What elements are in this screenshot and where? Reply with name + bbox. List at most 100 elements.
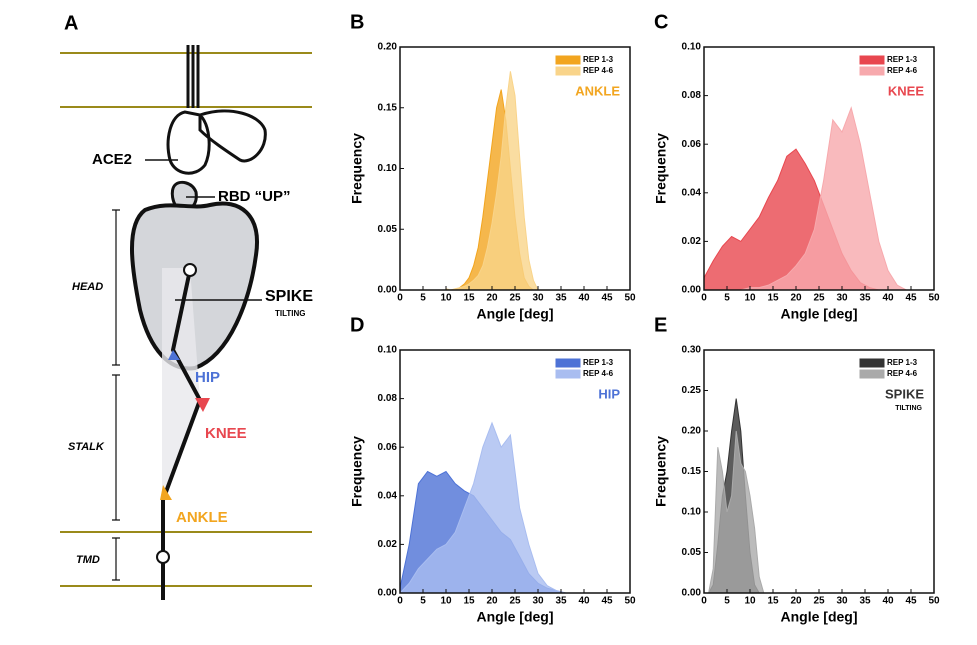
x-tick-label: 20 [486,596,498,607]
x-tick-label: 0 [397,596,403,607]
y-tick-label: 0.08 [682,90,702,101]
x-tick-label: 15 [463,293,475,304]
y-tick-label: 0.20 [378,42,398,53]
label-spike: SPIKE [265,288,313,305]
label-stalk: STALK [68,441,105,453]
x-tick-label: 10 [440,293,452,304]
legend-swatch [859,55,885,65]
x-tick-label: 0 [701,293,707,304]
y-tick-label: 0.02 [682,236,702,247]
x-tick-label: 5 [420,596,426,607]
y-tick-label: 0.00 [682,285,702,296]
hip-marker [168,350,180,360]
x-tick-label: 35 [859,596,871,607]
y-tick-label: 0.10 [378,345,398,356]
area-fill [704,430,769,594]
legend-swatch [555,358,581,368]
ace2-shape [166,109,267,175]
x-tick-label: 25 [813,293,825,304]
legend-label: REP 1-3 [887,358,918,367]
legend-label: REP 1-3 [887,55,918,64]
area-fill [445,71,539,291]
panel-label: A [64,12,78,34]
x-tick-label: 20 [790,293,802,304]
x-axis-label: Angle [deg] [781,609,858,625]
legend-label: REP 4-6 [887,369,918,378]
y-axis-label: Frequency [653,133,669,204]
x-tick-label: 25 [509,293,521,304]
x-tick-label: 5 [724,293,730,304]
x-tick-label: 25 [813,596,825,607]
y-tick-label: 0.30 [682,345,702,356]
legend-swatch [555,369,581,379]
x-tick-label: 15 [767,596,779,607]
area-fill [398,421,575,594]
legend-label: REP 1-3 [583,55,614,64]
x-tick-label: 30 [532,596,544,607]
x-axis-label: Angle [deg] [477,609,554,625]
knee-marker [195,398,210,412]
y-tick-label: 0.20 [682,426,702,437]
legend-swatch [555,55,581,65]
tilt-cone [162,268,200,500]
x-tick-label: 45 [601,293,613,304]
label-ace2: ACE2 [92,151,132,168]
y-axis-label: Frequency [349,133,365,204]
legend-swatch [555,66,581,76]
y-axis-label: Frequency [653,436,669,507]
y-tick-label: 0.15 [682,466,702,477]
panel-label: B [350,11,364,33]
x-tick-label: 45 [601,596,613,607]
x-tick-label: 15 [463,596,475,607]
panel-label: C [654,11,668,33]
y-tick-label: 0.15 [378,102,398,113]
y-tick-label: 0.00 [378,285,398,296]
x-tick-label: 40 [882,293,894,304]
x-tick-label: 30 [836,596,848,607]
ankle-marker [160,485,172,500]
legend-label: REP 1-3 [583,358,614,367]
x-tick-label: 30 [836,293,848,304]
y-tick-label: 0.05 [682,547,702,558]
x-tick-label: 5 [724,596,730,607]
label-ankle: ANKLE [176,509,228,526]
x-axis-label: Angle [deg] [477,306,554,322]
x-tick-label: 45 [905,293,917,304]
x-tick-label: 20 [486,293,498,304]
y-tick-label: 0.08 [378,393,398,404]
x-tick-label: 35 [555,596,567,607]
x-tick-label: 40 [882,596,894,607]
y-tick-label: 0.06 [378,442,398,453]
x-tick-label: 5 [420,293,426,304]
y-tick-label: 0.05 [378,224,398,235]
legend-swatch [859,358,885,368]
x-axis-label: Angle [deg] [781,306,858,322]
y-tick-label: 0.06 [682,139,702,150]
x-tick-label: 25 [509,596,521,607]
ace2-tm [186,45,200,108]
annotation: SPIKE [885,386,924,401]
label-knee: KNEE [205,425,247,442]
joint [183,263,197,277]
x-tick-label: 0 [397,293,403,304]
y-tick-label: 0.00 [378,588,398,599]
x-tick-label: 50 [928,596,940,607]
legend-label: REP 4-6 [583,66,614,75]
annotation: HIP [598,386,620,401]
x-tick-label: 50 [624,596,636,607]
x-tick-label: 50 [928,293,940,304]
annotation-sub: TILTING [895,405,922,412]
y-tick-label: 0.02 [378,539,398,550]
legend-swatch [859,369,885,379]
y-tick-label: 0.10 [682,507,702,518]
panel-label: E [654,314,667,336]
brackets [112,209,120,581]
legend-label: REP 4-6 [583,369,614,378]
y-tick-label: 0.04 [682,187,702,198]
y-tick-label: 0.00 [682,588,702,599]
x-tick-label: 45 [905,596,917,607]
x-tick-label: 0 [701,596,707,607]
y-tick-label: 0.10 [378,163,398,174]
label-head: HEAD [72,281,103,293]
x-tick-label: 50 [624,293,636,304]
